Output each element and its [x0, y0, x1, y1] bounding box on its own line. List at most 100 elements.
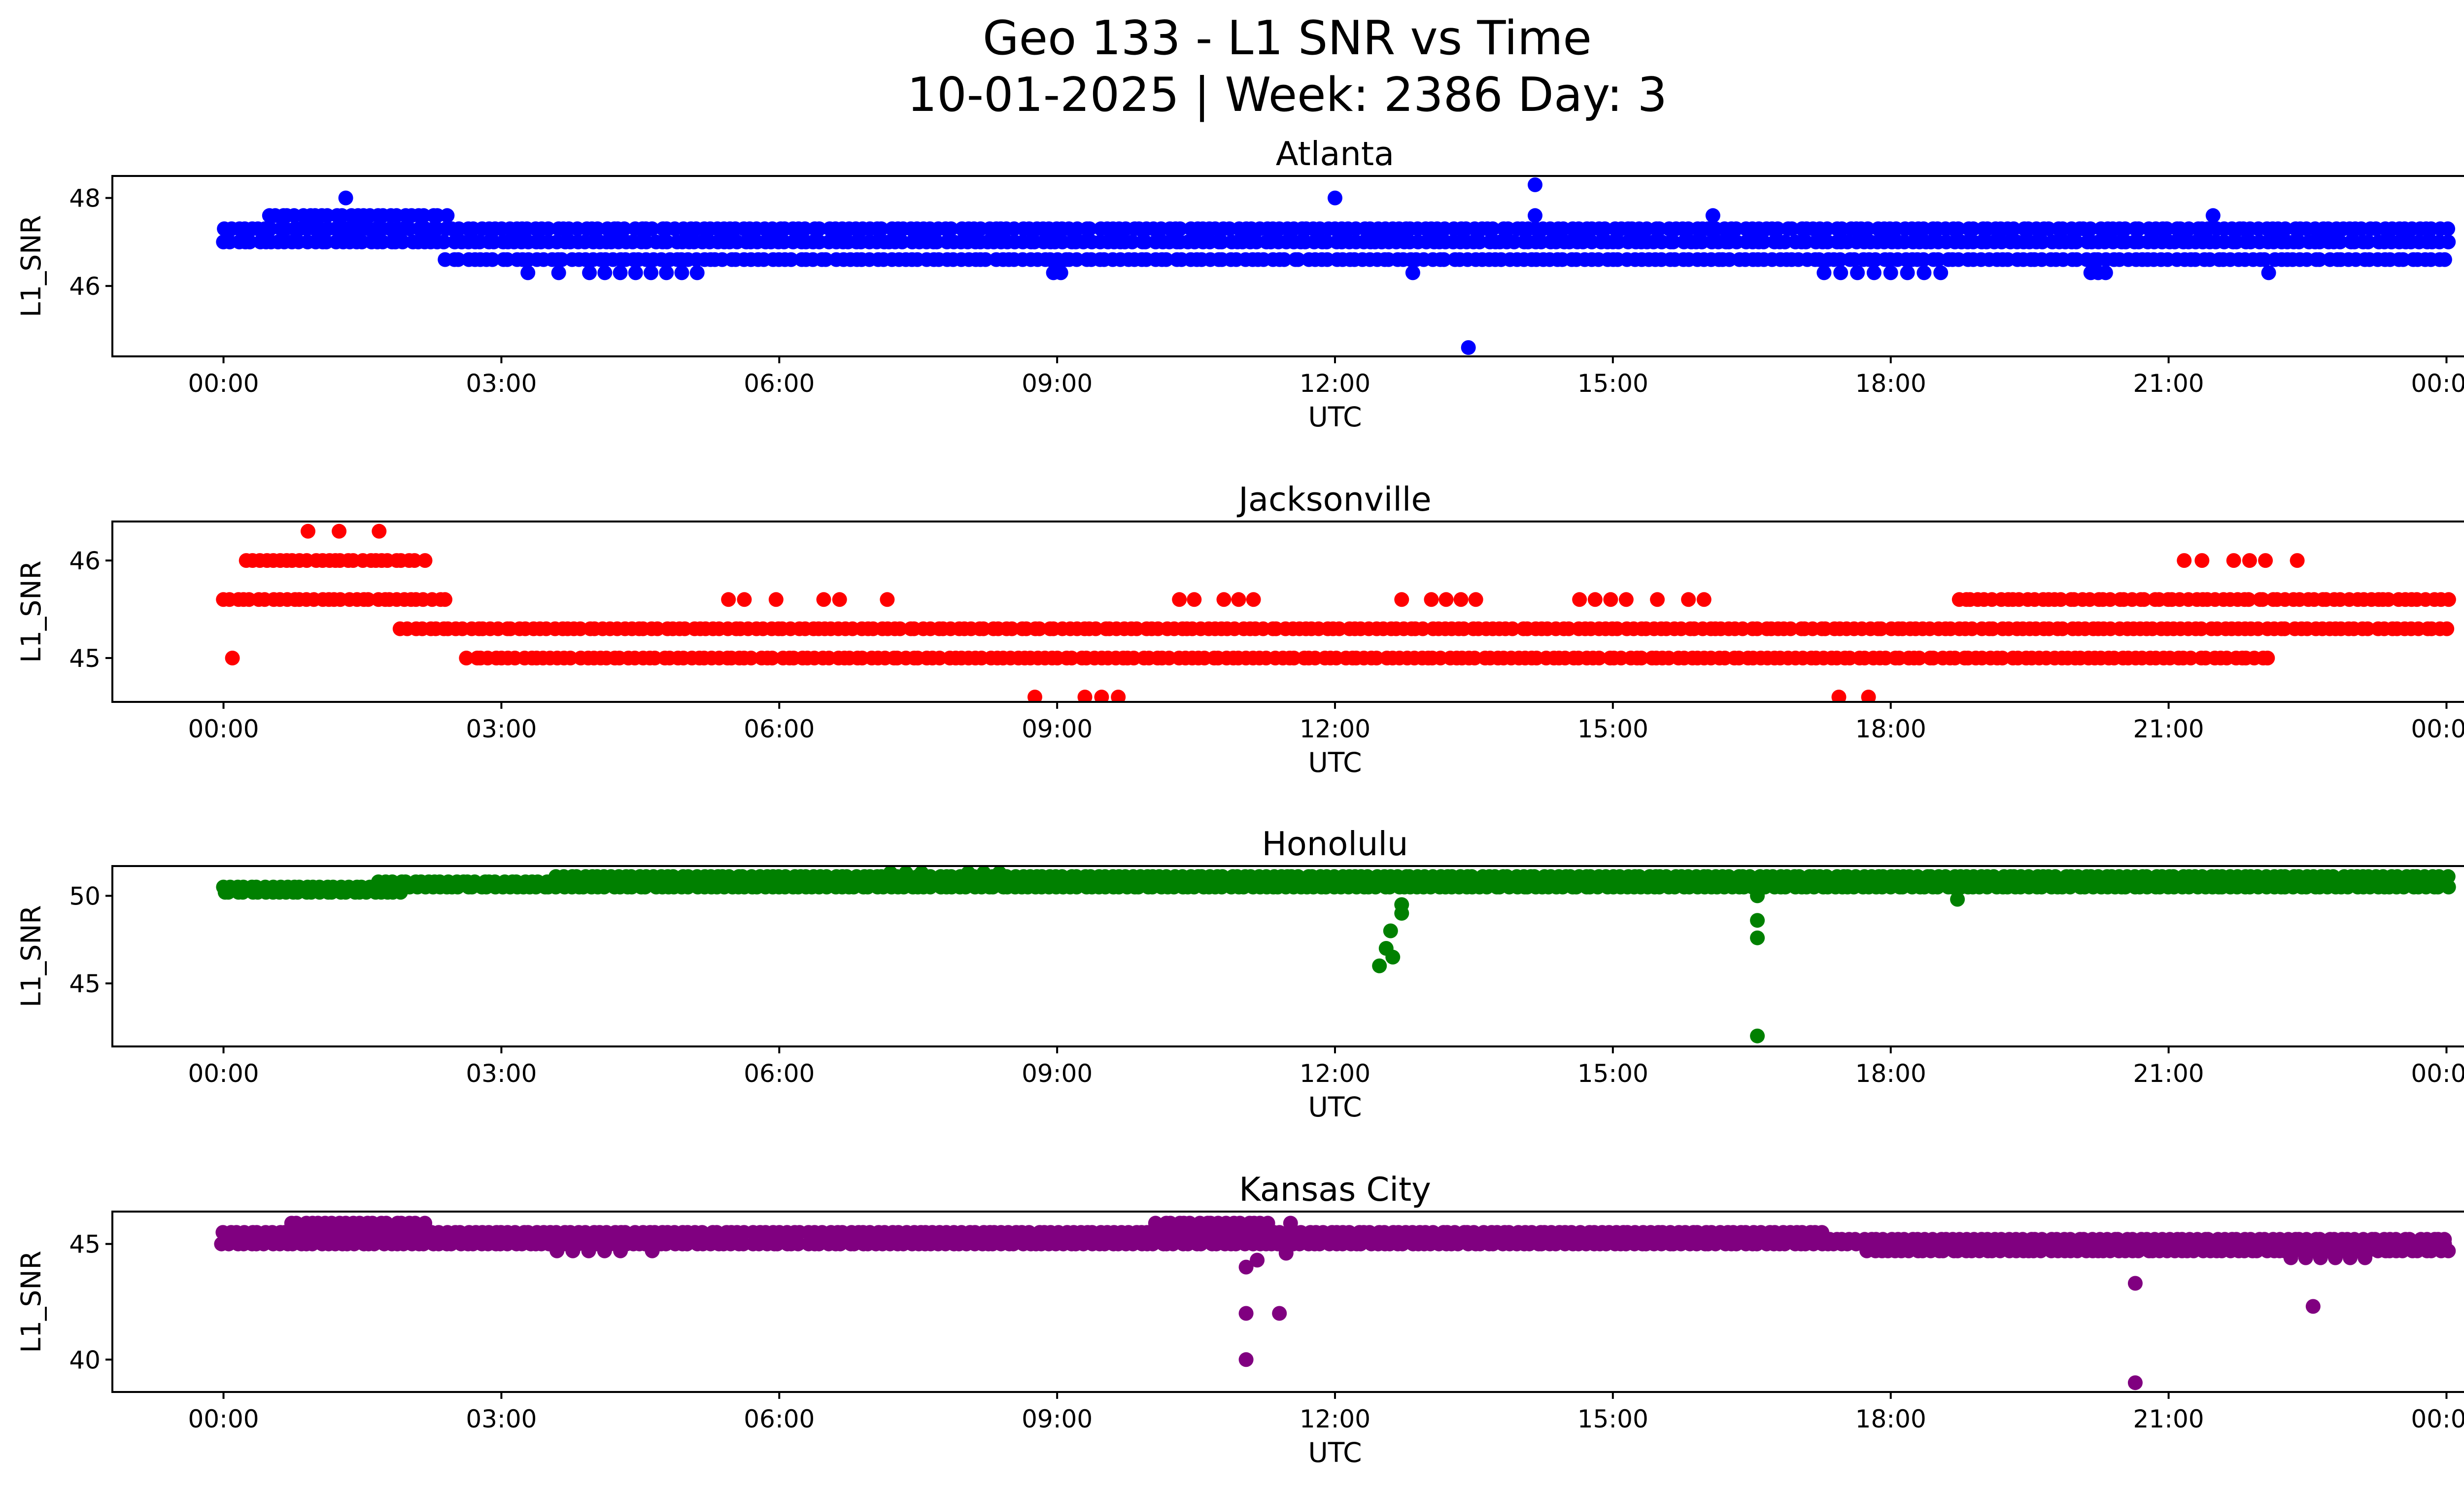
x-tick-label: 18:00 — [1855, 1405, 1926, 1433]
data-point — [2343, 1250, 2358, 1265]
data-point — [1912, 651, 1927, 665]
data-point — [440, 208, 455, 223]
data-point — [438, 592, 452, 607]
data-point — [1819, 869, 1834, 884]
x-tick-label: 12:00 — [1300, 369, 1370, 398]
data-point — [563, 651, 578, 665]
y-axis-label: L1_SNR — [15, 560, 47, 662]
data-point — [378, 1216, 394, 1231]
data-point — [1995, 651, 2010, 665]
x-tick-label: 18:00 — [1855, 715, 1926, 743]
data-point — [1453, 592, 1469, 607]
data-point — [1172, 221, 1188, 237]
data-point — [976, 866, 992, 881]
data-point — [689, 265, 705, 280]
data-point — [1032, 621, 1047, 636]
data-point — [2361, 234, 2376, 249]
y-tick-label: 45 — [69, 644, 101, 673]
data-point — [892, 621, 908, 636]
data-point — [765, 651, 780, 665]
data-point — [2260, 651, 2275, 665]
data-point-outlier — [1272, 1306, 1287, 1321]
data-point-outlier — [1250, 1252, 1265, 1268]
data-point — [1246, 592, 1261, 607]
data-point — [2439, 621, 2455, 636]
data-point — [2441, 234, 2456, 249]
data-point — [1505, 621, 1520, 636]
data-point — [1485, 221, 1501, 237]
data-point — [1216, 592, 1232, 607]
data-point — [2242, 553, 2257, 568]
x-tick-label: 00:00 — [188, 369, 259, 398]
data-point — [2194, 553, 2210, 568]
x-tick-label: 00:00 — [2411, 715, 2464, 743]
x-tick-label: 03:00 — [466, 1059, 537, 1088]
data-point — [1696, 592, 1711, 607]
data-point — [628, 265, 643, 280]
panel-title: Kansas City — [1239, 1170, 1431, 1209]
data-points — [216, 177, 2456, 355]
data-point — [1437, 252, 1451, 267]
panel-title: Atlanta — [1276, 135, 1394, 173]
data-point — [1756, 234, 1771, 249]
data-point — [1004, 621, 1020, 636]
data-point — [1215, 869, 1230, 884]
data-point — [1053, 265, 1068, 280]
data-point — [2033, 1243, 2049, 1258]
data-point — [874, 221, 889, 237]
data-point-outlier — [1328, 190, 1342, 206]
data-point — [1721, 869, 1737, 884]
data-points — [216, 866, 2456, 1043]
x-tick-label: 15:00 — [1577, 1059, 1648, 1088]
data-point — [1094, 690, 1109, 702]
data-point — [2360, 621, 2375, 636]
data-point — [1742, 869, 1757, 884]
data-point — [2136, 592, 2152, 607]
data-point — [1770, 221, 1785, 237]
data-point — [1506, 234, 1522, 249]
data-points — [214, 1216, 2456, 1391]
panel-title: Jacksonville — [1236, 480, 1432, 519]
data-point — [2402, 1232, 2417, 1247]
data-point — [1159, 252, 1174, 267]
data-point — [768, 592, 784, 607]
data-point — [2226, 553, 2241, 568]
data-point-outlier — [1705, 208, 1720, 223]
data-point — [659, 265, 674, 280]
data-point — [960, 866, 976, 881]
x-tick-label: 12:00 — [1300, 1405, 1370, 1433]
data-point-outlier — [2205, 208, 2221, 223]
data-point — [402, 221, 417, 237]
data-point — [1597, 221, 1612, 237]
data-point — [2258, 553, 2273, 568]
data-point — [1603, 592, 1618, 607]
x-axis-label: UTC — [1308, 1091, 1362, 1123]
data-point — [1332, 621, 1347, 636]
x-tick-label: 18:00 — [1855, 1059, 1926, 1088]
data-point-outlier — [332, 523, 347, 539]
y-axis-label: L1_SNR — [15, 215, 47, 317]
data-point — [1082, 221, 1097, 237]
data-point — [932, 651, 947, 665]
data-point — [1833, 265, 1848, 280]
panel-kansas-city: Kansas City 00:00 03:00 06:00 09:00 12:00 15:0… — [15, 1170, 2464, 1468]
data-point — [1148, 1216, 1163, 1231]
x-tick-label: 00:00 — [2411, 369, 2464, 398]
x-tick-label: 21:00 — [2133, 715, 2204, 743]
x-axis-label: UTC — [1308, 1437, 1362, 1468]
data-point — [541, 221, 556, 237]
data-point — [1088, 621, 1103, 636]
data-point — [832, 592, 847, 607]
data-point — [485, 252, 500, 267]
data-point — [1125, 234, 1140, 249]
data-point — [1369, 651, 1384, 665]
data-point — [2053, 592, 2068, 607]
data-point — [833, 1236, 848, 1252]
data-point — [1231, 592, 1246, 607]
data-point — [1077, 690, 1093, 702]
data-point — [565, 1243, 581, 1258]
data-point — [1618, 592, 1634, 607]
data-point — [2166, 869, 2181, 884]
data-point — [978, 252, 993, 267]
data-point — [2006, 221, 2021, 237]
